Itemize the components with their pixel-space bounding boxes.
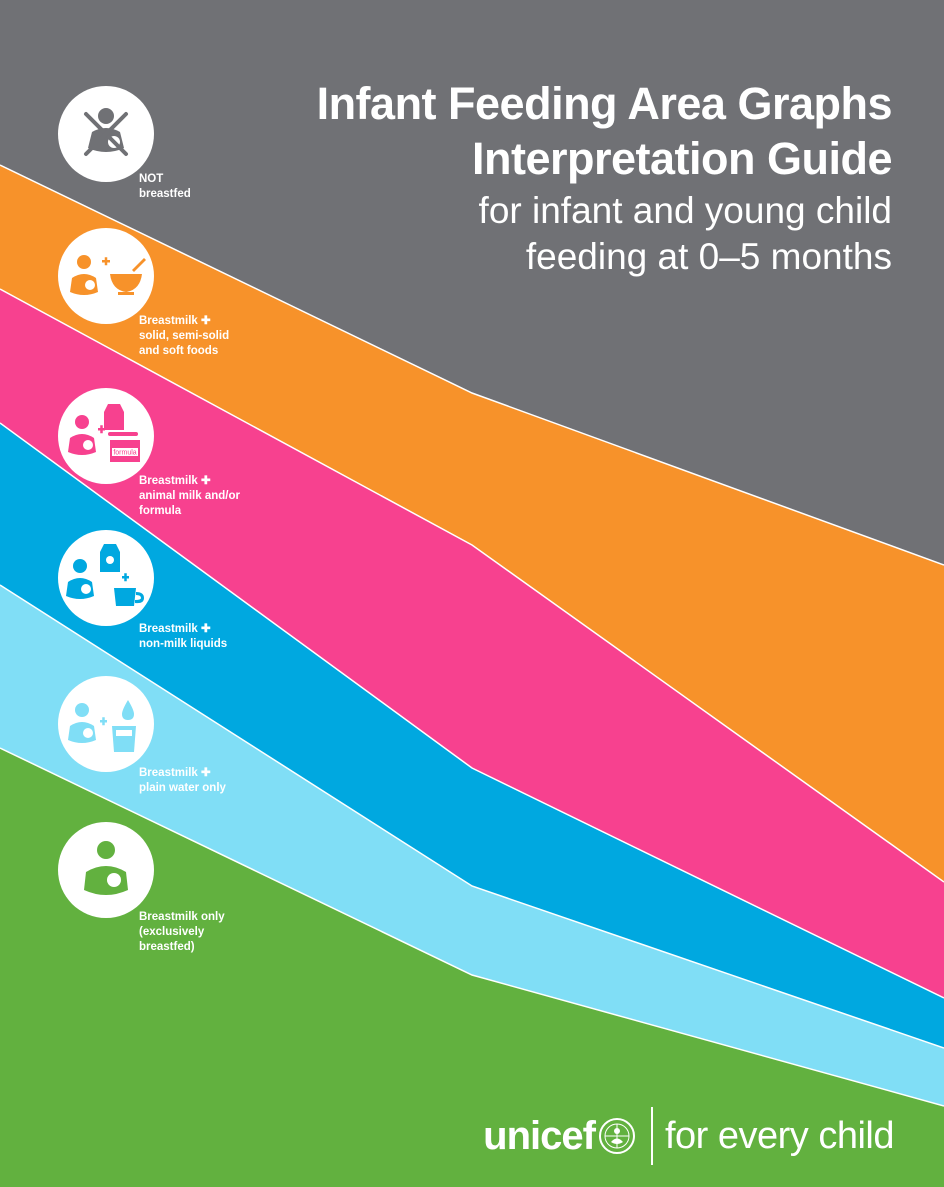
unicef-emblem-icon: [597, 1116, 637, 1156]
title-line-1: Infant Feeding Area Graphs: [316, 78, 893, 129]
legend-item-non-milk-liquids: Breastmilk ✚ non-milk liquids: [58, 530, 227, 650]
legend-item-exclusive-breastfeeding: Breastmilk only (exclusively breastfed): [58, 822, 225, 953]
boundary-line: [0, 164, 944, 566]
boundary-line: [0, 288, 944, 883]
legend-label: Breastmilk ✚ plain water only: [139, 766, 279, 796]
legend-label-line: (exclusively: [139, 926, 205, 938]
subtitle-line-2: feeding at 0–5 months: [525, 236, 892, 277]
unicef-wordmark: unicef: [483, 1113, 596, 1158]
boundary-line: [0, 747, 944, 1107]
brand-divider: [650, 1107, 653, 1165]
legend-item-plain-water: Breastmilk ✚ plain water only: [58, 676, 226, 794]
boundary-line: [0, 584, 944, 1049]
legend-label-line: Breastmilk only: [139, 911, 225, 923]
legend-label-line: formula: [139, 505, 182, 517]
boundary-line: [0, 422, 944, 999]
breastfeeding-plus-water-glass-icon: [58, 676, 154, 772]
subtitle-line-1: for infant and young child: [478, 190, 892, 231]
unicef-brand: unicef for every child: [483, 1107, 895, 1165]
legend-label-line: Breastmilk ✚: [139, 623, 211, 635]
legend-label: Breastmilk only (exclusively breastfed): [139, 910, 279, 955]
legend-label: NOT breastfed: [139, 172, 279, 202]
breastfeeding-plus-milk-carton-formula-icon: formula: [58, 388, 154, 484]
legend-label-line: Breastmilk ✚: [139, 475, 211, 487]
title-block: Infant Feeding Area Graphs Interpretatio…: [316, 76, 893, 280]
legend-label-line: non-milk liquids: [139, 638, 228, 650]
formula-label: formula: [113, 450, 136, 457]
legend-label-line: plain water only: [139, 782, 226, 794]
legend-label-line: NOT: [139, 173, 164, 185]
crossed-out-breastfeeding-icon: [58, 86, 154, 182]
legend-item-solid-foods: Breastmilk ✚ solid, semi-solid and soft …: [58, 228, 229, 357]
legend-label-line: animal milk and/or: [139, 490, 240, 502]
band-exclusive-breastfeeding: [0, 748, 944, 1187]
legend-label: Breastmilk ✚ solid, semi-solid and soft …: [139, 314, 279, 359]
breastfeeding-plus-bowl-icon: [58, 228, 154, 324]
legend-label-line: breastfed): [139, 941, 195, 953]
breastfeeding-icon: [58, 822, 154, 918]
legend-label: Breastmilk ✚ non-milk liquids: [139, 622, 279, 652]
breastfeeding-plus-juice-cup-icon: [58, 530, 154, 626]
legend-label-line: solid, semi-solid: [139, 330, 230, 342]
title-line-2: Interpretation Guide: [471, 133, 893, 184]
legend-label: Breastmilk ✚ animal milk and/or formula: [139, 474, 279, 519]
brand-tagline: for every child: [664, 1114, 895, 1157]
legend-item-not-breastfed: NOT breastfed: [58, 86, 191, 200]
legend-item-animal-milk-formula: formula Breastmilk ✚ animal milk and/or …: [58, 388, 240, 517]
legend-label-line: breastfed: [139, 188, 191, 200]
legend-label-line: Breastmilk ✚: [139, 767, 211, 779]
legend-label-line: Breastmilk ✚: [139, 315, 211, 327]
legend-label-line: and soft foods: [139, 345, 219, 357]
